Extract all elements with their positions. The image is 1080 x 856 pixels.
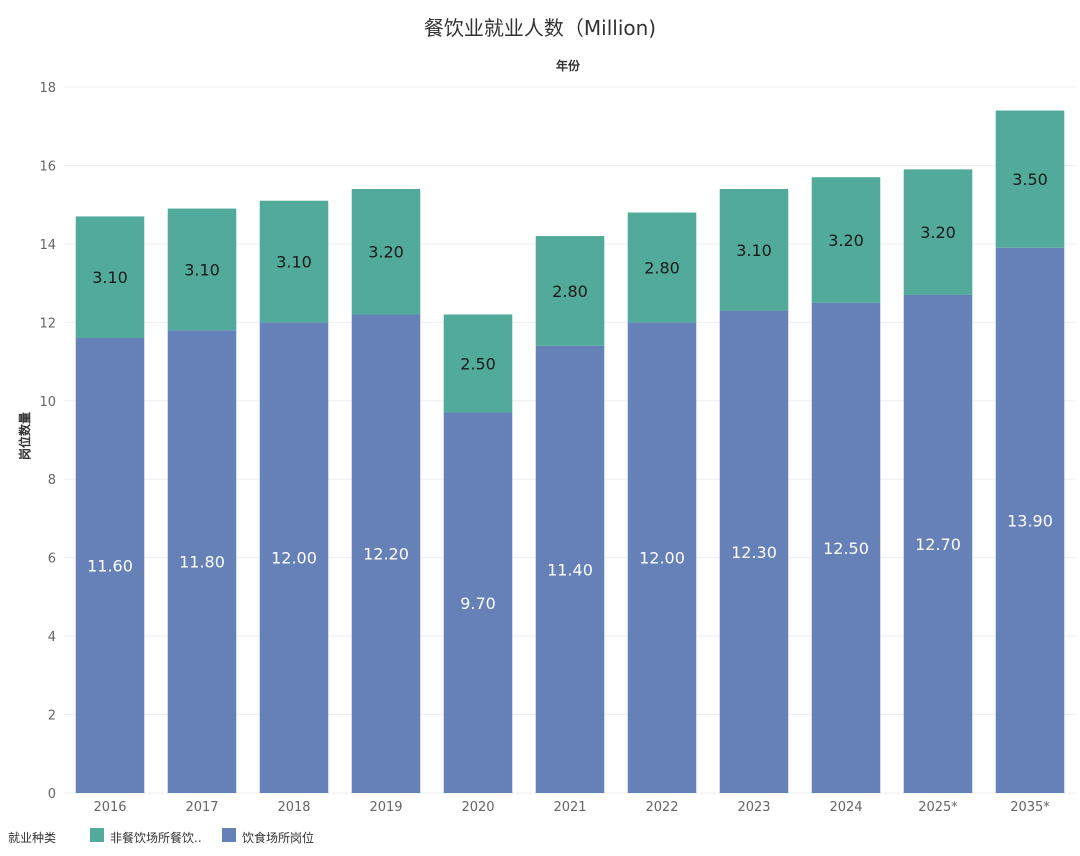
bar-segment[interactable] [167, 208, 237, 331]
bar-segment[interactable] [75, 338, 145, 793]
legend-title: 就业种类 [8, 831, 56, 845]
bar-value-label: 12.50 [823, 539, 869, 558]
bar-value-label: 3.10 [92, 268, 128, 287]
bar-value-label: 3.20 [920, 223, 956, 242]
bar-value-label: 11.80 [179, 553, 225, 572]
legend: 就业种类 非餐饮场所餐饮.. 饮食场所岗位 [8, 828, 314, 845]
x-axis-title: 年份 [556, 58, 581, 73]
x-tick-label: 2019 [369, 800, 402, 815]
bar-value-label: 2.50 [460, 355, 496, 374]
bar-segment[interactable] [627, 212, 697, 323]
y-tick-label: 12 [39, 316, 56, 331]
bar-value-label: 3.10 [184, 260, 220, 279]
bar-segment[interactable] [903, 169, 973, 295]
bar-segment[interactable] [535, 236, 605, 346]
legend-label: 饮食场所岗位 [242, 830, 314, 845]
bar-value-label: 2.80 [552, 282, 588, 301]
bar-segment[interactable] [811, 302, 881, 793]
chart-title: 餐饮业就业人数（Million) [424, 16, 656, 40]
x-tick-label: 2018 [277, 800, 310, 815]
legend-swatch [222, 828, 236, 842]
x-tick-label: 2025* [918, 800, 958, 815]
bar-value-label: 3.10 [276, 253, 312, 272]
bar-segment[interactable] [259, 200, 329, 323]
bar-value-label: 2.80 [644, 258, 680, 277]
y-tick-label: 0 [48, 787, 56, 802]
bar-value-label: 12.70 [915, 535, 961, 554]
bar-segment[interactable] [627, 322, 697, 793]
legend-items: 非餐饮场所餐饮.. 饮食场所岗位 [90, 828, 314, 845]
bar-segment[interactable] [535, 345, 605, 793]
bar-segment[interactable] [443, 412, 513, 793]
bar-value-label: 13.90 [1007, 511, 1053, 530]
y-tick-label: 4 [48, 630, 56, 645]
bar-value-label: 3.10 [736, 241, 772, 260]
legend-item[interactable]: 饮食场所岗位 [222, 828, 314, 845]
y-axis-title: 岗位数量 [17, 412, 32, 460]
y-tick-label: 14 [39, 238, 56, 253]
bar-value-label: 9.70 [460, 594, 496, 613]
y-tick-label: 8 [48, 473, 56, 488]
bar-value-label: 12.20 [363, 545, 409, 564]
y-tick-label: 2 [48, 709, 56, 724]
x-tick-label: 2016 [93, 800, 126, 815]
x-tick-label: 2023 [737, 800, 770, 815]
bar-segment[interactable] [259, 322, 329, 793]
bar-value-label: 11.60 [87, 557, 133, 576]
bar-segment[interactable] [719, 310, 789, 793]
x-tick-label: 2022 [645, 800, 678, 815]
bar-segment[interactable] [811, 177, 881, 303]
x-tick-label: 2020 [461, 800, 494, 815]
bar-value-label: 3.20 [828, 231, 864, 250]
x-tick-label: 2024 [829, 800, 862, 815]
bar-value-label: 12.00 [271, 549, 317, 568]
bar-value-label: 12.30 [731, 543, 777, 562]
legend-label: 非餐饮场所餐饮.. [110, 830, 202, 845]
bars: 11.60 3.10 11.80 3.10 12.00 3.10 12.20 3.20 9.70… [75, 110, 1065, 794]
y-axis-ticks: 0 2 4 6 8 10 12 14 16 18 [39, 81, 56, 802]
y-tick-label: 18 [39, 81, 56, 96]
y-tick-label: 6 [48, 552, 56, 567]
y-tick-label: 16 [39, 159, 56, 174]
x-tick-label: 2021 [553, 800, 586, 815]
bar-segment[interactable] [443, 314, 513, 413]
x-axis-ticks: 2016 2017 2018 2019 2020 2021 2022 2023 2024 2025… [93, 800, 1050, 815]
legend-item[interactable]: 非餐饮场所餐饮.. [90, 828, 202, 845]
bar-value-label: 11.40 [547, 560, 593, 579]
bar-segment[interactable] [351, 314, 421, 793]
bar-segment[interactable] [719, 188, 789, 311]
bar-value-label: 3.50 [1012, 170, 1048, 189]
y-tick-label: 10 [39, 395, 56, 410]
bar-value-label: 12.00 [639, 549, 685, 568]
bar-value-label: 3.20 [368, 243, 404, 262]
x-tick-label: 2035* [1010, 800, 1050, 815]
legend-swatch [90, 828, 104, 842]
x-tick-label: 2017 [185, 800, 218, 815]
bar-segment[interactable] [995, 110, 1065, 248]
bar-segment[interactable] [75, 216, 145, 339]
bar-segment[interactable] [903, 294, 973, 793]
bar-segment[interactable] [351, 188, 421, 315]
bar-segment[interactable] [167, 330, 237, 793]
bar-segment[interactable] [995, 247, 1065, 794]
